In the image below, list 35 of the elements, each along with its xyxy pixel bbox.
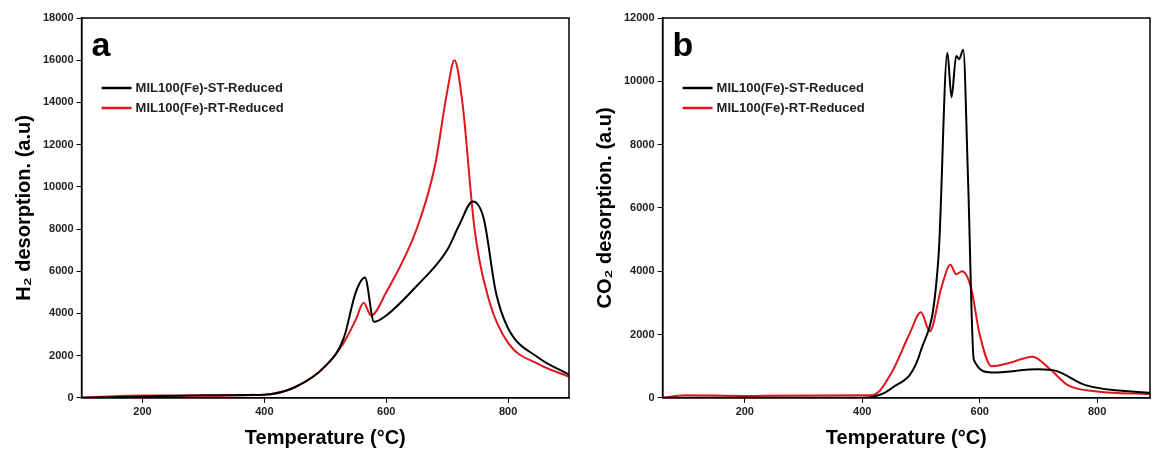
x-tick-label: 600 — [970, 405, 989, 418]
legend-label: MIL100(Fe)-ST-Reduced — [716, 79, 864, 95]
y-tick-label: 4000 — [630, 264, 655, 277]
annotation: a — [91, 25, 112, 64]
y-axis-title: CO₂ desorption. (a.u) — [592, 107, 615, 309]
y-tick-label: 12000 — [42, 137, 74, 150]
y-tick-label: 6000 — [49, 264, 74, 277]
annotation: b — [672, 25, 694, 64]
y-tick-label: 18000 — [42, 11, 74, 24]
x-tick-label: 200 — [735, 405, 754, 418]
legend-label: MIL100(Fe)-RT-Reduced — [716, 99, 865, 115]
y-tick-label: 10000 — [623, 74, 655, 87]
x-axis-title: Temperature (°C) — [244, 425, 406, 448]
x-tick-label: 800 — [1087, 405, 1107, 418]
y-tick-label: 0 — [67, 390, 74, 403]
y-tick-label: 6000 — [630, 200, 655, 213]
x-tick-label: 200 — [133, 405, 152, 418]
y-tick-label: 8000 — [630, 137, 655, 150]
y-tick-label: 2000 — [49, 348, 74, 361]
y-tick-label: 2000 — [630, 327, 655, 340]
y-tick-label: 14000 — [42, 95, 74, 108]
x-tick-label: 600 — [377, 405, 396, 418]
y-tick-label: 10000 — [42, 179, 74, 192]
x-axis-title: Temperature (°C) — [825, 425, 987, 448]
x-tick-label: 800 — [498, 405, 518, 418]
y-axis-title: H₂ desorption. (a.u) — [11, 115, 34, 301]
y-tick-label: 16000 — [42, 53, 74, 66]
legend-label: MIL100(Fe)-RT-Reduced — [135, 99, 284, 115]
y-tick-label: 4000 — [49, 306, 74, 319]
y-tick-label: 12000 — [623, 11, 655, 24]
y-tick-label: 8000 — [49, 222, 74, 235]
x-tick-label: 400 — [255, 405, 274, 418]
legend-label: MIL100(Fe)-ST-Reduced — [135, 79, 283, 95]
y-tick-label: 0 — [648, 390, 655, 403]
x-tick-label: 400 — [853, 405, 872, 418]
